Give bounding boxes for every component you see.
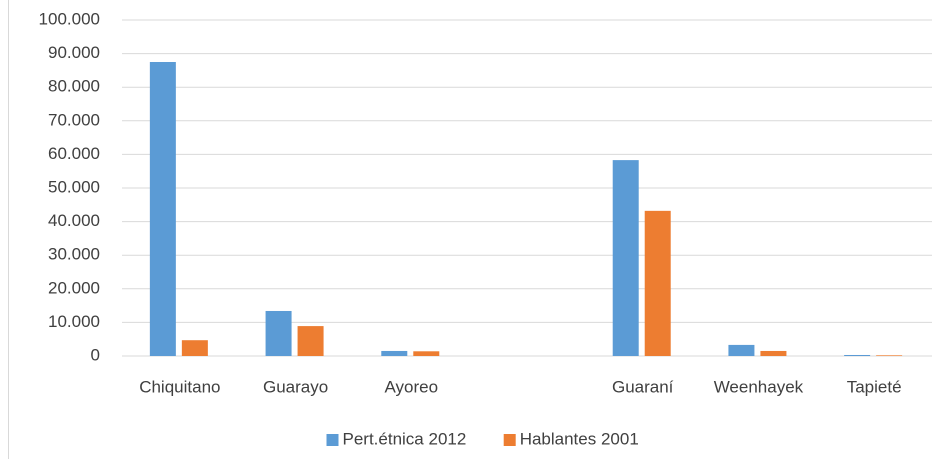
y-tick-label: 10.000	[48, 312, 100, 331]
bar	[612, 160, 639, 356]
bar	[149, 62, 176, 356]
y-tick-label: 40.000	[48, 211, 100, 230]
x-tick-label: Chiquitano	[139, 377, 220, 396]
y-tick-label: 50.000	[48, 177, 100, 196]
y-tick-label: 0	[91, 345, 100, 364]
x-tick-label: Guaraní	[612, 377, 674, 396]
x-tick-label: Guarayo	[263, 377, 328, 396]
bar	[876, 355, 903, 356]
bar	[760, 350, 787, 356]
y-tick-label: 30.000	[48, 245, 100, 264]
y-tick-label: 60.000	[48, 144, 100, 163]
bar	[644, 210, 671, 356]
legend-swatch	[326, 434, 339, 446]
legend-swatch	[503, 434, 516, 446]
bar	[297, 326, 324, 356]
legend-label: Pert.étnica 2012	[343, 429, 467, 448]
bar	[413, 351, 440, 356]
legend-label: Hablantes 2001	[520, 429, 639, 448]
y-tick-label: 80.000	[48, 77, 100, 96]
y-tick-label: 20.000	[48, 278, 100, 297]
x-tick-label: Tapieté	[847, 377, 902, 396]
bar	[381, 350, 408, 356]
y-tick-label: 70.000	[48, 110, 100, 129]
bar	[181, 340, 208, 356]
bar	[265, 310, 292, 356]
bar	[844, 354, 871, 356]
bar	[728, 344, 755, 356]
chart-frame	[8, 0, 9, 459]
x-tick-label: Ayoreo	[385, 377, 439, 396]
y-tick-label: 90.000	[48, 43, 100, 62]
x-tick-label: Weenhayek	[714, 377, 804, 396]
y-tick-label: 100.000	[39, 9, 100, 28]
